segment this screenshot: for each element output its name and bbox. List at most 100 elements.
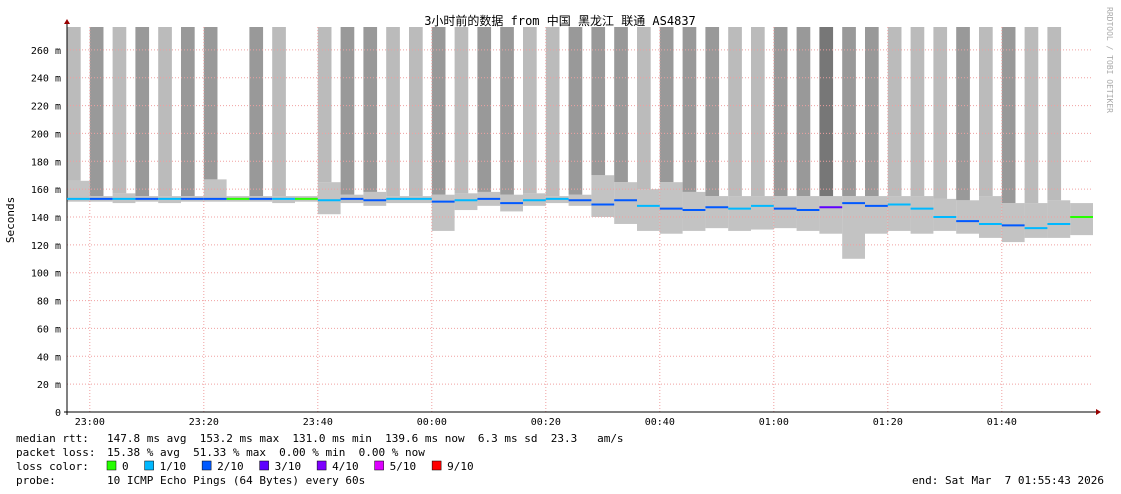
loss-bar	[317, 27, 332, 183]
x-tick-label: 23:40	[303, 417, 333, 428]
smoke	[773, 196, 797, 229]
smoke	[1024, 203, 1048, 238]
legend-label: 1/10	[160, 460, 187, 473]
loss-bar	[773, 27, 788, 197]
legend-swatch	[374, 460, 384, 471]
x-tick-label: 01:00	[759, 417, 789, 428]
smoke	[887, 196, 911, 231]
y-tick-label: 0	[55, 408, 61, 419]
x-tick-label: 23:20	[189, 417, 219, 428]
y-tick-label: 100 m	[31, 269, 61, 280]
loss-bar	[1001, 27, 1016, 204]
smoke	[728, 196, 751, 231]
smoke	[933, 198, 957, 231]
loss-bar	[454, 27, 469, 194]
smoke	[614, 182, 637, 224]
loss-bar	[135, 27, 150, 197]
y-tick-label: 160 m	[31, 185, 61, 196]
smoke	[1047, 200, 1071, 238]
legend-swatch	[144, 460, 154, 471]
y-axis-label: Seconds	[4, 197, 17, 243]
loss-bar	[1024, 27, 1039, 204]
smoke	[591, 175, 615, 217]
smoke	[431, 194, 455, 231]
loss-bar	[568, 27, 583, 195]
footer-label: probe:	[16, 474, 56, 487]
loss-bar	[1047, 27, 1062, 201]
legend-swatch	[316, 460, 327, 471]
smoke	[842, 196, 865, 259]
smoke	[865, 196, 888, 234]
loss-bar	[181, 27, 195, 197]
y-tick-label: 240 m	[31, 74, 61, 85]
smoke	[705, 196, 729, 229]
footer-label: loss color:	[16, 460, 89, 473]
legend-label: 4/10	[332, 460, 359, 473]
footer-label: packet loss:	[16, 446, 95, 459]
footer-text: 10 ICMP Echo Pings (64 Bytes) every 60s	[107, 474, 365, 487]
loss-bar	[500, 27, 514, 195]
legend-swatch	[259, 460, 269, 471]
loss-bar	[956, 27, 970, 201]
loss-bar	[728, 27, 742, 197]
loss-bar	[910, 27, 925, 197]
loss-bar	[842, 27, 856, 197]
smoke	[1001, 203, 1025, 243]
x-tick-label: 00:00	[417, 417, 447, 428]
smoke	[910, 196, 934, 234]
smoke	[682, 191, 706, 231]
loss-bar	[705, 27, 720, 197]
y-tick-label: 200 m	[31, 129, 61, 140]
footer-end: end: Sat Mar 7 01:55:43 2026	[912, 474, 1104, 487]
loss-bar	[112, 27, 127, 194]
chart-title: 3小时前的数据 from 中国 黑龙江 联通 AS4837	[424, 13, 696, 28]
loss-bar	[89, 27, 104, 197]
y-tick-label: 220 m	[31, 102, 61, 113]
smoke	[363, 191, 387, 206]
x-tick-label: 00:20	[531, 417, 561, 428]
loss-bar	[819, 27, 834, 197]
legend-label: 3/10	[275, 460, 302, 473]
y-tick-label: 120 m	[31, 241, 61, 252]
loss-bar	[682, 27, 697, 192]
loss-bar	[659, 27, 674, 183]
smoke	[203, 179, 227, 202]
smoke	[751, 196, 774, 230]
x-tick-label: 01:20	[873, 417, 903, 428]
smoke	[67, 180, 90, 202]
footer-text: 15.38 % avg 51.33 % max 0.00 % min 0.00 …	[107, 446, 425, 459]
loss-bar	[887, 27, 902, 197]
y-tick-label: 60 m	[37, 324, 61, 335]
loss-bar	[272, 27, 286, 197]
footer-label: median rtt:	[16, 432, 89, 445]
loss-bar	[979, 27, 993, 197]
legend-swatch	[431, 460, 442, 471]
loss-bar	[409, 27, 423, 197]
y-tick-label: 80 m	[37, 297, 61, 308]
smoke	[796, 196, 820, 231]
y-tick-label: 180 m	[31, 157, 61, 168]
smoke	[317, 182, 341, 215]
smoke	[1070, 203, 1093, 236]
loss-bar	[751, 27, 765, 197]
legend-label: 2/10	[217, 460, 244, 473]
x-tick-label: 23:00	[75, 417, 105, 428]
x-tick-label: 01:40	[987, 417, 1017, 428]
y-tick-label: 40 m	[37, 352, 61, 363]
loss-bar	[591, 27, 606, 176]
y-tick-label: 140 m	[31, 213, 61, 224]
smoke	[637, 189, 660, 231]
loss-bar	[865, 27, 879, 197]
x-tick-label: 00:40	[645, 417, 675, 428]
loss-bar	[637, 27, 651, 190]
legend-label: 0	[122, 460, 129, 473]
legend-label: 5/10	[390, 460, 417, 473]
loss-bar	[249, 27, 264, 197]
loss-bar	[203, 27, 218, 180]
axis-arrow	[1096, 409, 1101, 415]
loss-bar	[933, 27, 948, 199]
footer-text: 147.8 ms avg 153.2 ms max 131.0 ms min 1…	[107, 432, 624, 445]
loss-bar	[477, 27, 492, 192]
